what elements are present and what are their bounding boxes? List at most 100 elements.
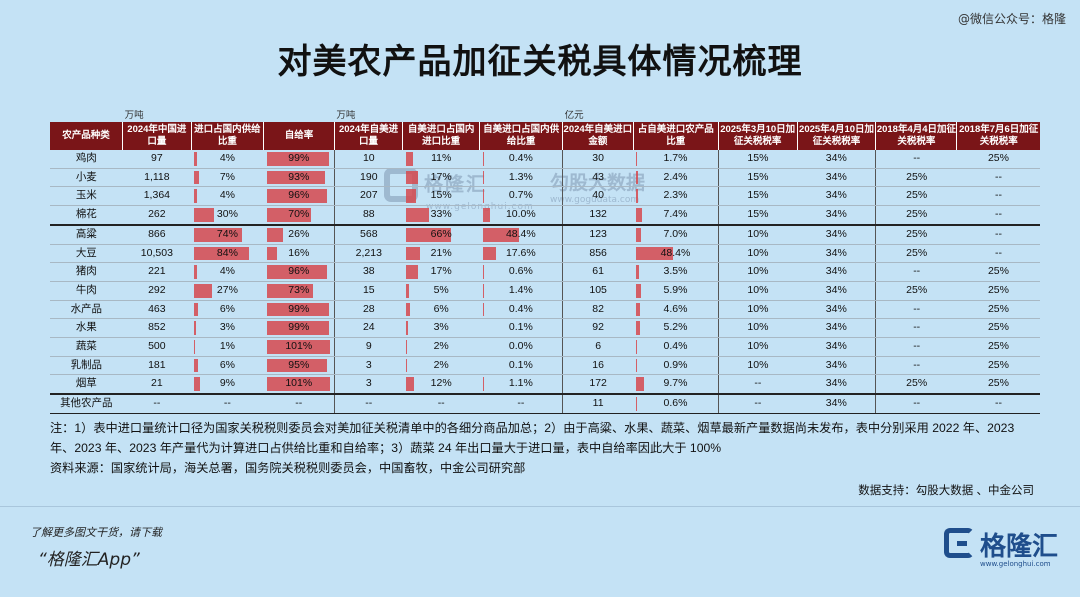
cell-t2: 34% — [797, 262, 876, 282]
cell-t3: 25% — [875, 244, 957, 264]
value-bar — [194, 265, 197, 279]
cell-t1: 15% — [717, 168, 798, 188]
cell-t4: -- — [956, 168, 1040, 188]
cell-amt: 82 — [562, 300, 634, 320]
cell-us: 3 — [333, 374, 403, 396]
logo-text: 格隆汇 — [980, 532, 1059, 562]
cell-value: 6% — [219, 302, 236, 315]
bar-cell-share: 6% — [191, 300, 264, 320]
cell-t4: 25% — [956, 281, 1040, 301]
cell-imp: 866 — [122, 224, 192, 245]
value-bar — [405, 321, 408, 336]
cell-value: -- — [437, 397, 445, 410]
cell-t2: 34% — [797, 281, 876, 301]
cell-value: 99% — [288, 302, 310, 315]
product-name: 水产品 — [50, 300, 123, 320]
bar-cell-us_imp: 6% — [402, 300, 480, 320]
value-bar — [482, 208, 490, 222]
value-bar — [405, 170, 418, 185]
bar-cell-us_sup: 1.4% — [479, 281, 563, 301]
cell-t2: 34% — [797, 374, 876, 396]
cell-imp: 262 — [122, 205, 192, 226]
cell-value: 4.6% — [663, 302, 688, 315]
column-header: 2024年中国进口量 — [122, 122, 192, 150]
value-bar — [405, 377, 415, 392]
value-bar — [194, 152, 197, 166]
value-bar — [636, 208, 642, 222]
value-bar — [266, 283, 313, 298]
cell-t1: 10% — [717, 262, 798, 282]
value-bar — [636, 358, 637, 373]
tariff-table: 万吨 万吨 亿元 农产品种类 2024年中国进口量 进口占国内供给比重 自给率 … — [50, 110, 1040, 414]
cell-imp: 181 — [122, 356, 192, 376]
logo-url: www.gelonghui.com — [980, 560, 1051, 568]
table-row: 大豆 10,503 84% 16% 2,213 21% 17.6% 856 48.4% 10% 34… — [50, 244, 1040, 264]
bar-cell-amt_share: 3.5% — [633, 262, 719, 282]
cell-t4: -- — [956, 224, 1040, 245]
cell-us: 3 — [333, 356, 403, 376]
product-name: 棉花 — [50, 205, 123, 226]
product-name: 牛肉 — [50, 281, 123, 301]
bar-cell-share: 3% — [191, 318, 264, 339]
value-bar — [636, 170, 638, 185]
column-header: 2018年7月6日加征关税税率 — [956, 122, 1040, 150]
cell-value: 1.1% — [508, 377, 533, 390]
bar-cell-amt_share: 0.9% — [633, 356, 719, 376]
bar-cell-us_imp: 33% — [402, 205, 480, 226]
app-name[interactable]: “格隆汇App” — [38, 550, 140, 570]
cell-value: 95% — [288, 358, 310, 371]
cell-imp: 1,364 — [122, 186, 192, 207]
cell-amt: 123 — [562, 224, 634, 245]
cell-value: 101% — [285, 340, 313, 353]
cell-t1: 10% — [717, 244, 798, 264]
cell-imp: 21 — [122, 374, 192, 396]
cell-value: 0.7% — [508, 189, 533, 202]
cell-amt: 132 — [562, 205, 634, 226]
cell-value: 27% — [216, 283, 238, 296]
column-header: 2024年自美进口量 — [334, 122, 404, 150]
source-note: 资料来源：国家统计局，海关总署，国务院关税税则委员会，中国畜牧，中金公司研究部 — [50, 461, 526, 475]
cell-t1: 15% — [717, 205, 798, 226]
value-bar — [405, 227, 452, 242]
bar-cell-amt_share: 4.6% — [633, 300, 719, 320]
unit-label: 万吨 — [336, 110, 356, 121]
value-bar — [266, 377, 330, 392]
table-row: 猪肉 221 4% 96% 38 17% 0.6% 61 3.5% 10% 34% -- 25% — [50, 262, 1040, 282]
cell-t3: 25% — [875, 224, 957, 245]
table-header: 农产品种类 2024年中国进口量 进口占国内供给比重 自给率 2024年自美进口… — [50, 122, 1040, 150]
bar-cell-us_sup: 0.6% — [479, 262, 563, 282]
cell-value: 3% — [219, 321, 236, 334]
bar-cell-amt_share: 2.4% — [633, 168, 719, 188]
cell-value: 1.3% — [508, 170, 533, 183]
cell-t2: 34% — [797, 168, 876, 188]
cell-value: 3.5% — [663, 265, 688, 278]
divider — [0, 506, 1080, 507]
cell-t2: 34% — [797, 224, 876, 245]
cell-t1: 10% — [717, 224, 798, 245]
cell-imp: 292 — [122, 281, 192, 301]
bar-cell-self: 26% — [263, 224, 335, 245]
cell-value: 99% — [288, 152, 310, 164]
value-bar — [194, 377, 200, 392]
cell-value: 5% — [433, 283, 449, 296]
cell-value: 73% — [288, 283, 310, 296]
cell-amt: 105 — [562, 281, 634, 301]
cell-t3: 25% — [875, 186, 957, 207]
value-bar — [194, 340, 195, 354]
product-name: 大豆 — [50, 244, 123, 264]
bar-cell-us_imp: 11% — [402, 150, 480, 169]
bar-cell-share: 27% — [191, 281, 264, 301]
cell-imp: 463 — [122, 300, 192, 320]
value-bar — [482, 283, 484, 298]
cell-value: 2.3% — [663, 189, 688, 202]
table-row: 玉米 1,364 4% 96% 207 15% 0.7% 40 2.3% 15% 34% 25% -- — [50, 186, 1040, 207]
table-row: 鸡肉 97 4% 99% 10 11% 0.4% 30 1.7% 15% 34% -- 25% — [50, 150, 1040, 169]
cell-t1: 10% — [717, 281, 798, 301]
value-bar — [636, 227, 642, 242]
value-bar — [266, 321, 330, 336]
cell-t2: 34% — [797, 300, 876, 320]
value-bar — [482, 170, 484, 185]
product-name: 其他农产品 — [50, 394, 123, 414]
cell-value: 17% — [430, 170, 452, 183]
bar-cell-self: 70% — [263, 205, 335, 226]
